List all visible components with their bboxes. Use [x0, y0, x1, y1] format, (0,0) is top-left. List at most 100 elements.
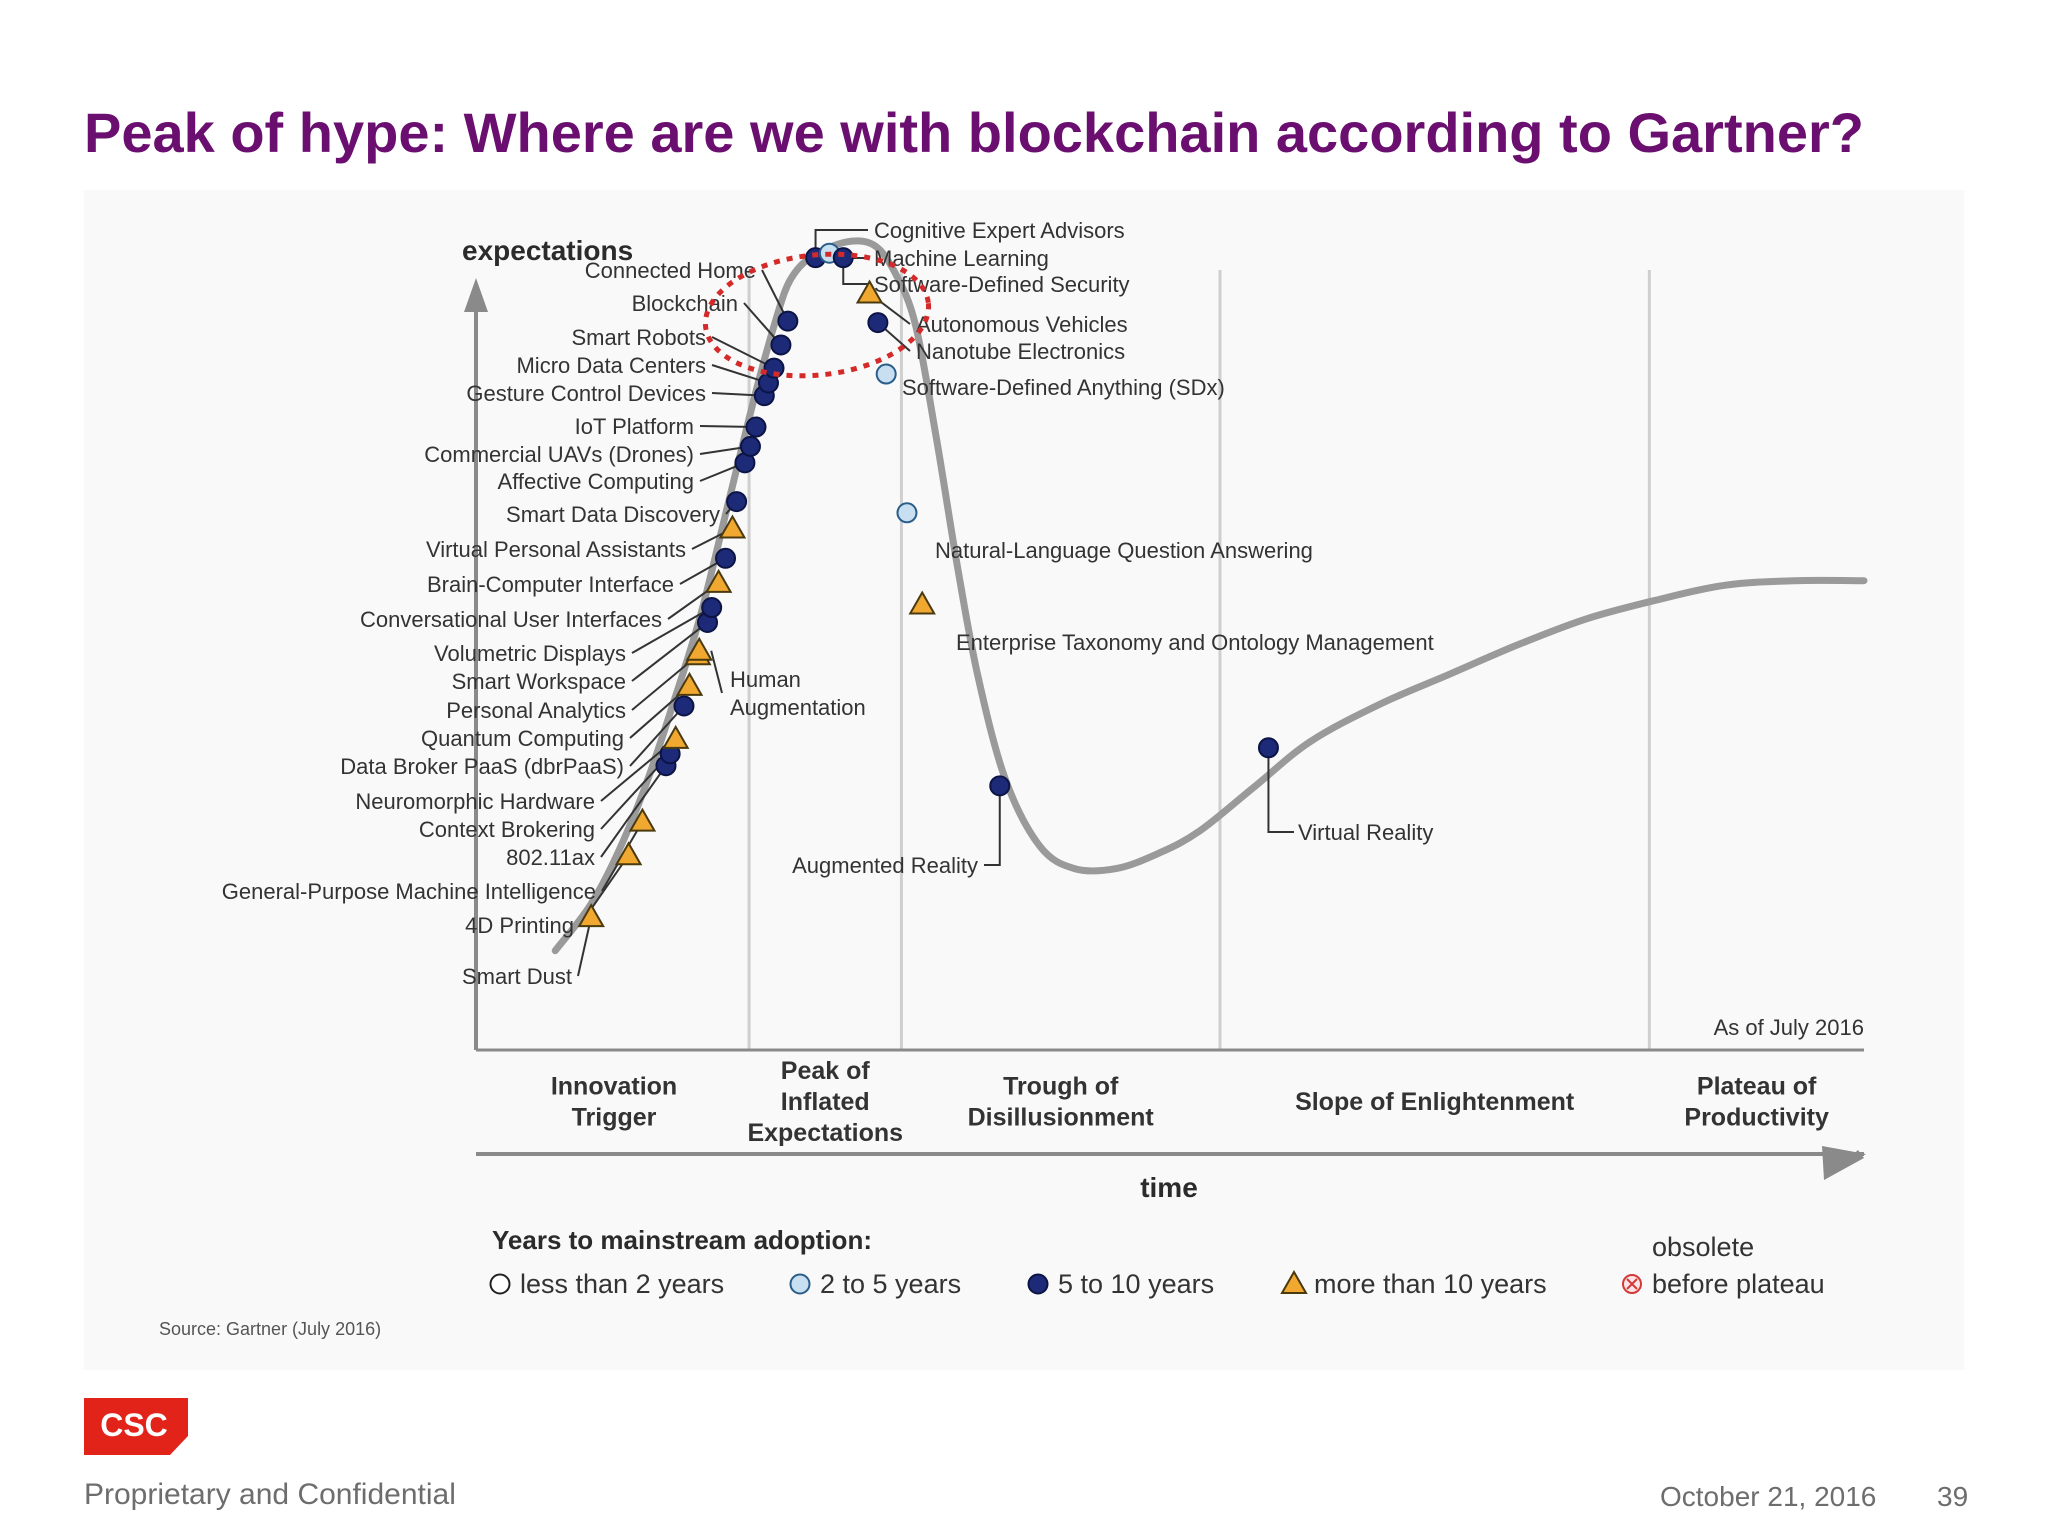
slide-date: October 21, 2016 — [1660, 1481, 1877, 1512]
label-volumetric-displays: Volumetric Displays — [434, 641, 626, 666]
legend-label-2-to-5-years: 2 to 5 years — [820, 1269, 961, 1299]
label-human-augmentation-line2: Augmentation — [730, 695, 866, 720]
label-enterprise-taxonomy-and-ontology-management: Enterprise Taxonomy and Ontology Managem… — [956, 630, 1434, 655]
leader-virtual-reality — [1267, 747, 1294, 833]
y-axis-arrow — [464, 278, 488, 312]
legend-marker-5-to-10-years — [1027, 1273, 1049, 1295]
marker-brain-computer-interface — [715, 547, 737, 569]
phase-innovation-trigger-line2: Trigger — [572, 1104, 657, 1132]
as-of-label: As of July 2016 — [1714, 1015, 1864, 1040]
label-natural-language-question-answering: Natural-Language Question Answering — [935, 538, 1313, 563]
phase-trough-of-disillusionment-line1: Trough of — [1003, 1073, 1119, 1101]
phase-innovation-trigger-line1: Innovation — [551, 1073, 677, 1101]
marker-augmented-reality — [989, 775, 1011, 797]
marker-human-augmentation — [685, 636, 713, 661]
label-smart-workspace: Smart Workspace — [452, 669, 626, 694]
legend-label-5-to-10-years: 5 to 10 years — [1058, 1269, 1214, 1299]
hype-cycle-chart: expectations time Smart Dust 4D Printing Ge… — [84, 190, 1964, 1370]
leader-802-11ax — [600, 765, 667, 858]
label-802-11ax: 802.11ax — [506, 845, 595, 870]
marker-blockchain — [770, 334, 792, 356]
legend-label-less-than-2-years: less than 2 years — [520, 1269, 724, 1299]
phase-slope-of-enlightenment-line1: Slope of Enlightenment — [1295, 1088, 1575, 1116]
label-context-brokering: Context Brokering — [419, 817, 595, 842]
slide-title: Peak of hype: Where are we with blockcha… — [84, 101, 1864, 164]
csc-logo: CSC — [84, 1398, 188, 1455]
marker-volumetric-displays — [701, 597, 723, 619]
label-augmented-reality: Augmented Reality — [792, 853, 978, 878]
label-nanotube-electronics: Nanotube Electronics — [916, 339, 1125, 364]
label-smart-dust: Smart Dust — [462, 964, 572, 989]
legend-marker-before-plateau-cross — [1626, 1278, 1638, 1290]
legend-label-before-plateau: before plateau — [1652, 1269, 1825, 1299]
leader-augmented-reality — [984, 785, 1001, 866]
marker-virtual-personal-assistants — [718, 514, 747, 539]
leader-data-broker-paas-dbrpaas — [629, 705, 685, 767]
phase-peak-of-inflated-expectations-line2: Inflated — [781, 1088, 870, 1116]
marker-general-purpose-machine-intelligence — [628, 807, 657, 832]
label-gesture-control-devices: Gesture Control Devices — [466, 381, 706, 406]
label-connected-home: Connected Home — [585, 258, 756, 283]
label-neuromorphic-hardware: Neuromorphic Hardware — [355, 789, 595, 814]
label-conversational-user-interfaces: Conversational User Interfaces — [360, 607, 662, 632]
label-micro-data-centers: Micro Data Centers — [516, 353, 706, 378]
marker-4d-printing — [614, 841, 643, 866]
marker-conversational-user-interfaces — [704, 568, 733, 593]
label-smart-data-discovery: Smart Data Discovery — [506, 502, 720, 527]
hype-curve — [551, 237, 1868, 955]
confidentiality-notice: Proprietary and Confidential — [84, 1478, 456, 1511]
legend-label-more-than-10-years: more than 10 years — [1314, 1269, 1547, 1299]
page-number: 39 — [1937, 1481, 1969, 1512]
marker-software-defined-security — [832, 247, 854, 269]
label-brain-computer-interface: Brain-Computer Interface — [427, 572, 674, 597]
label-blockchain: Blockchain — [632, 291, 738, 316]
marker-natural-language-question-answering — [896, 502, 918, 524]
leader-volumetric-displays — [631, 606, 713, 654]
label-quantum-computing: Quantum Computing — [421, 726, 624, 751]
leader-smart-robots — [711, 336, 775, 369]
marker-smart-dust — [577, 903, 605, 928]
label-virtual-personal-assistants: Virtual Personal Assistants — [426, 537, 686, 562]
legend-marker-less-than-2-years — [489, 1273, 511, 1295]
marker-enterprise-taxonomy-and-ontology-management — [908, 590, 936, 615]
leader-smart-workspace — [631, 621, 709, 682]
legend-marker-2-to-5-years — [789, 1273, 811, 1295]
label-virtual-reality: Virtual Reality — [1298, 820, 1433, 845]
legend-heading: Years to mainstream adoption: — [492, 1225, 872, 1255]
label-affective-computing: Affective Computing — [498, 469, 694, 494]
y-axis-label: expectations — [462, 235, 633, 266]
logo-text: CSC — [100, 1407, 168, 1443]
label-software-defined-security: Software-Defined Security — [874, 272, 1130, 297]
marker-iot-platform — [745, 416, 767, 438]
legend-marker-before-plateau — [1622, 1274, 1642, 1294]
marker-quantum-computing — [675, 671, 704, 696]
label-iot-platform: IoT Platform — [575, 414, 694, 439]
x-axis-arrowhead — [1822, 1146, 1866, 1180]
phase-trough-of-disillusionment-line2: Disillusionment — [968, 1104, 1155, 1132]
marker-data-broker-paas-dbrpaas — [673, 695, 695, 717]
phase-peak-of-inflated-expectations-line3: Expectations — [747, 1119, 903, 1147]
phase-plateau-of-productivity-line2: Productivity — [1684, 1104, 1829, 1132]
marker-connected-home — [777, 310, 799, 332]
label-autonomous-vehicles: Autonomous Vehicles — [916, 312, 1128, 337]
label-data-broker-paas-dbrpaas: Data Broker PaaS (dbrPaaS) — [340, 754, 624, 779]
marker-neuromorphic-hardware — [661, 724, 690, 749]
phase-peak-of-inflated-expectations-line1: Peak of — [781, 1057, 871, 1085]
label-personal-analytics: Personal Analytics — [446, 698, 626, 723]
marker-autonomous-vehicles — [855, 279, 884, 304]
label-smart-robots: Smart Robots — [572, 325, 707, 350]
marker-virtual-reality — [1257, 737, 1279, 759]
marker-nanotube-electronics — [867, 312, 889, 334]
legend-marker-more-than-10-years — [1280, 1269, 1308, 1294]
highlight-blockchain — [702, 251, 932, 379]
legend-label-obsolete: obsolete — [1652, 1232, 1754, 1262]
label-software-defined-anything-sdx: Software-Defined Anything (SDx) — [902, 375, 1225, 400]
label-human-augmentation-line1: Human — [730, 667, 801, 692]
label-4d-printing: 4D Printing — [465, 913, 574, 938]
label-machine-learning: Machine Learning — [874, 246, 1049, 271]
marker-smart-data-discovery — [726, 491, 748, 513]
phase-plateau-of-productivity-line1: Plateau of — [1697, 1073, 1817, 1101]
source-note: Source: Gartner (July 2016) — [159, 1319, 381, 1339]
marker-commercial-uavs-drones — [739, 435, 761, 457]
label-general-purpose-machine-intelligence: General-Purpose Machine Intelligence — [222, 879, 596, 904]
